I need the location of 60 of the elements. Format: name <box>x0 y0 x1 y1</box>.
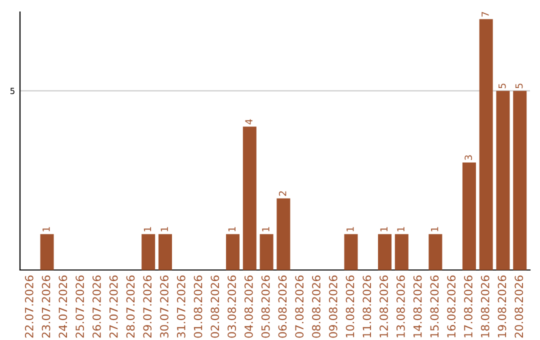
x-tick-label: 10.08.2026 <box>346 276 354 338</box>
bar <box>496 90 510 270</box>
x-tick-label: 26.07.2026 <box>92 276 101 338</box>
bar <box>394 234 408 270</box>
bar <box>142 234 156 270</box>
x-tick-label: 12.08.2026 <box>380 276 388 338</box>
x-tick-label: 03.08.2026 <box>228 276 236 338</box>
x-tick-label: 17.08.2026 <box>464 276 472 338</box>
x-tick-label: 16.08.2026 <box>447 276 456 338</box>
x-tick-label: 31.07.2026 <box>176 276 186 338</box>
x-tick-label: 13.08.2026 <box>396 276 405 338</box>
x-tick-label: 09.08.2026 <box>328 276 338 338</box>
bar <box>260 234 274 270</box>
x-tick-label: 24.07.2026 <box>58 276 68 338</box>
data-label: 1 <box>431 227 438 232</box>
x-tick-label: 04.08.2026 <box>244 276 253 338</box>
x-tick-label: 07.08.2026 <box>295 276 304 338</box>
x-tick-label: 22.07.2026 <box>24 276 34 338</box>
bar <box>428 234 442 270</box>
x-tick-label: 02.08.2026 <box>210 276 220 338</box>
data-label: 1 <box>346 227 354 232</box>
x-tick-label: 01.08.2026 <box>194 276 202 338</box>
x-tick-label: 27.07.2026 <box>109 276 118 338</box>
bar <box>479 19 493 270</box>
x-tick-label: 11.08.2026 <box>362 276 372 338</box>
x-tick-label: 20.08.2026 <box>514 276 524 338</box>
data-label: 1 <box>380 227 388 232</box>
x-tick-label: 30.07.2026 <box>160 276 168 338</box>
bar <box>40 234 54 270</box>
bar <box>462 162 476 270</box>
x-tick-label: 06.08.2026 <box>278 276 287 338</box>
data-label: 1 <box>397 227 404 232</box>
bar <box>158 234 172 270</box>
data-label: 7 <box>482 12 489 17</box>
data-label: 3 <box>464 155 472 160</box>
data-label: 1 <box>42 227 50 232</box>
x-tick-label: 29.07.2026 <box>143 276 152 338</box>
bar <box>242 126 256 270</box>
bar <box>344 234 358 270</box>
x-tick-label: 05.08.2026 <box>261 276 270 338</box>
data-label: 4 <box>245 119 252 124</box>
x-tick-label: 08.08.2026 <box>312 276 320 338</box>
bar <box>226 234 240 270</box>
x-tick-label: 19.08.2026 <box>498 276 506 338</box>
bar <box>378 234 392 270</box>
bar <box>276 198 290 270</box>
data-label: 1 <box>160 227 168 232</box>
x-tick-label: 14.08.2026 <box>413 276 422 338</box>
data-label: 2 <box>278 191 286 196</box>
x-tick-label: 25.07.2026 <box>76 276 84 338</box>
x-tick-label: 15.08.2026 <box>430 276 439 338</box>
data-label: 5 <box>498 84 506 88</box>
x-tick-label: 28.07.2026 <box>126 276 135 338</box>
x-tick-label: 18.08.2026 <box>480 276 490 338</box>
data-label: 5 <box>515 84 523 88</box>
bar <box>513 90 527 270</box>
x-tick-label: 23.07.2026 <box>42 276 50 338</box>
data-label: 1 <box>262 227 270 232</box>
data-label: 1 <box>144 227 152 232</box>
data-label: 1 <box>228 227 236 232</box>
